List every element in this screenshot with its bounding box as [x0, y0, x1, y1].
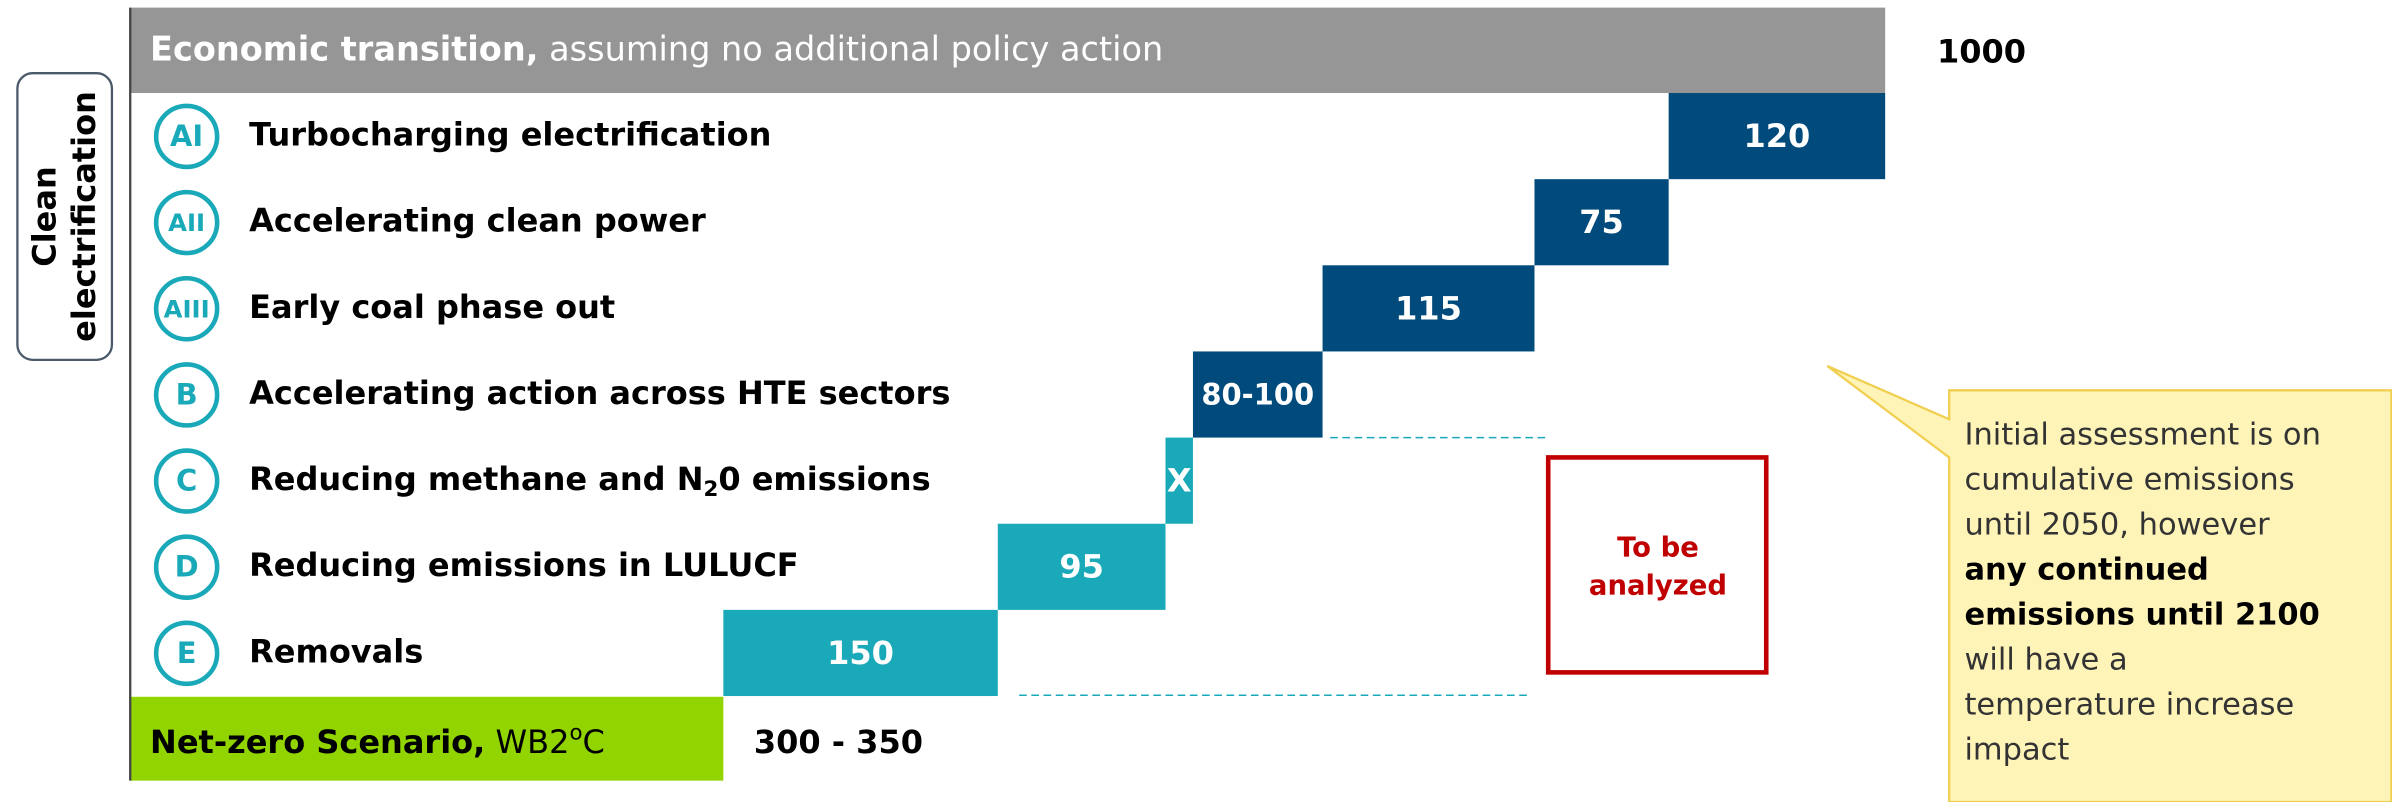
row-label: Reducing emissions in LULUCF: [249, 546, 799, 584]
bar-label: 75: [1579, 203, 1624, 241]
row-label: Turbocharging electrification: [249, 115, 771, 153]
row-label-main: Reducing methane and N: [249, 460, 703, 498]
badge-text: B: [176, 377, 198, 411]
badge-text: AI: [170, 119, 203, 153]
footer-value: 300 - 350: [754, 723, 923, 761]
badge-circle: [153, 103, 220, 170]
callout-line: any continued: [1964, 553, 2208, 588]
header-title: Economic transition, assuming no additio…: [150, 29, 1163, 68]
row-label-sub: 2: [703, 477, 718, 502]
bar: [1165, 437, 1193, 524]
header-rest: assuming no additional policy action: [538, 29, 1163, 68]
callout-line: cumulative emissions: [1964, 463, 2294, 498]
callout-line: temperature increase: [1964, 687, 2294, 722]
footer-bar: [130, 696, 724, 781]
callout-line: emissions until 2100: [1964, 597, 2319, 632]
pending-text: analyzed: [1589, 571, 1727, 602]
badge-circle: [153, 189, 220, 256]
footer-end: C: [583, 723, 605, 761]
footer-sup: o: [569, 720, 582, 745]
row-label-main: Removals: [249, 632, 423, 670]
callout-line: will have a: [1964, 642, 2127, 677]
bar: [1192, 351, 1323, 438]
footer-title: Net-zero Scenario, WB2oC: [150, 720, 605, 761]
bar-label: X: [1167, 462, 1192, 500]
callout-line: impact: [1964, 732, 2069, 767]
row-label-main: Reducing emissions in LULUCF: [249, 546, 799, 584]
bar-label: 120: [1744, 117, 1811, 155]
pending-box: [1545, 455, 1769, 675]
header-bar: [130, 7, 1886, 94]
callout-line: Initial assessment is on: [1964, 418, 2320, 453]
bar-label: 80-100: [1201, 377, 1314, 411]
side-label: Clean: [25, 166, 63, 267]
row-label-main: Accelerating action across HTE sectors: [249, 374, 950, 412]
badge-circle: [153, 448, 220, 514]
callout-line: until 2050, however: [1964, 508, 2270, 543]
badge-text: C: [176, 464, 197, 498]
row-label-main: Turbocharging electrification: [249, 115, 771, 153]
badge-text: AII: [168, 208, 205, 237]
side-label: electrification: [65, 91, 103, 342]
row-label: Accelerating clean power: [249, 202, 706, 240]
callout-text: Initial assessment is on cumulative emiss…: [1964, 418, 2320, 768]
bar: [1534, 179, 1669, 266]
row-label: Removals: [249, 632, 423, 670]
badge-circle: [153, 620, 220, 687]
bar: [1668, 93, 1886, 180]
rows: AI Turbocharging electrification 120 AII Acc…: [153, 93, 1886, 697]
badge-circle: [153, 534, 220, 600]
footer-rest: WB2: [485, 723, 569, 761]
bar-label: 115: [1395, 289, 1462, 327]
row-label: Accelerating action across HTE sectors: [249, 374, 950, 412]
bar-label: 95: [1059, 548, 1104, 586]
side-box: [16, 72, 114, 361]
footer-bold: Net-zero Scenario,: [150, 723, 485, 761]
bar: [723, 609, 998, 697]
row-label-main: Early coal phase out: [249, 288, 615, 326]
row-label-main: Accelerating clean power: [249, 202, 706, 240]
header-value: 1000: [1937, 32, 2026, 70]
bar: [997, 523, 1166, 610]
bar-label: 150: [827, 634, 894, 672]
pending-text: To be: [1617, 532, 1699, 563]
bar: [1322, 265, 1535, 352]
callout-box: [1826, 364, 2392, 802]
badge-circle: [153, 362, 220, 428]
badge-circle: [153, 275, 220, 342]
badge-text: AIII: [164, 294, 210, 323]
badge-text: D: [175, 550, 199, 584]
row-label: Reducing methane and N20 emissions: [249, 460, 930, 502]
badge-text: E: [177, 636, 197, 670]
row-label-end: 0 emissions: [718, 460, 930, 498]
header-bold: Economic transition,: [150, 29, 538, 68]
row-label: Early coal phase out: [249, 288, 615, 326]
